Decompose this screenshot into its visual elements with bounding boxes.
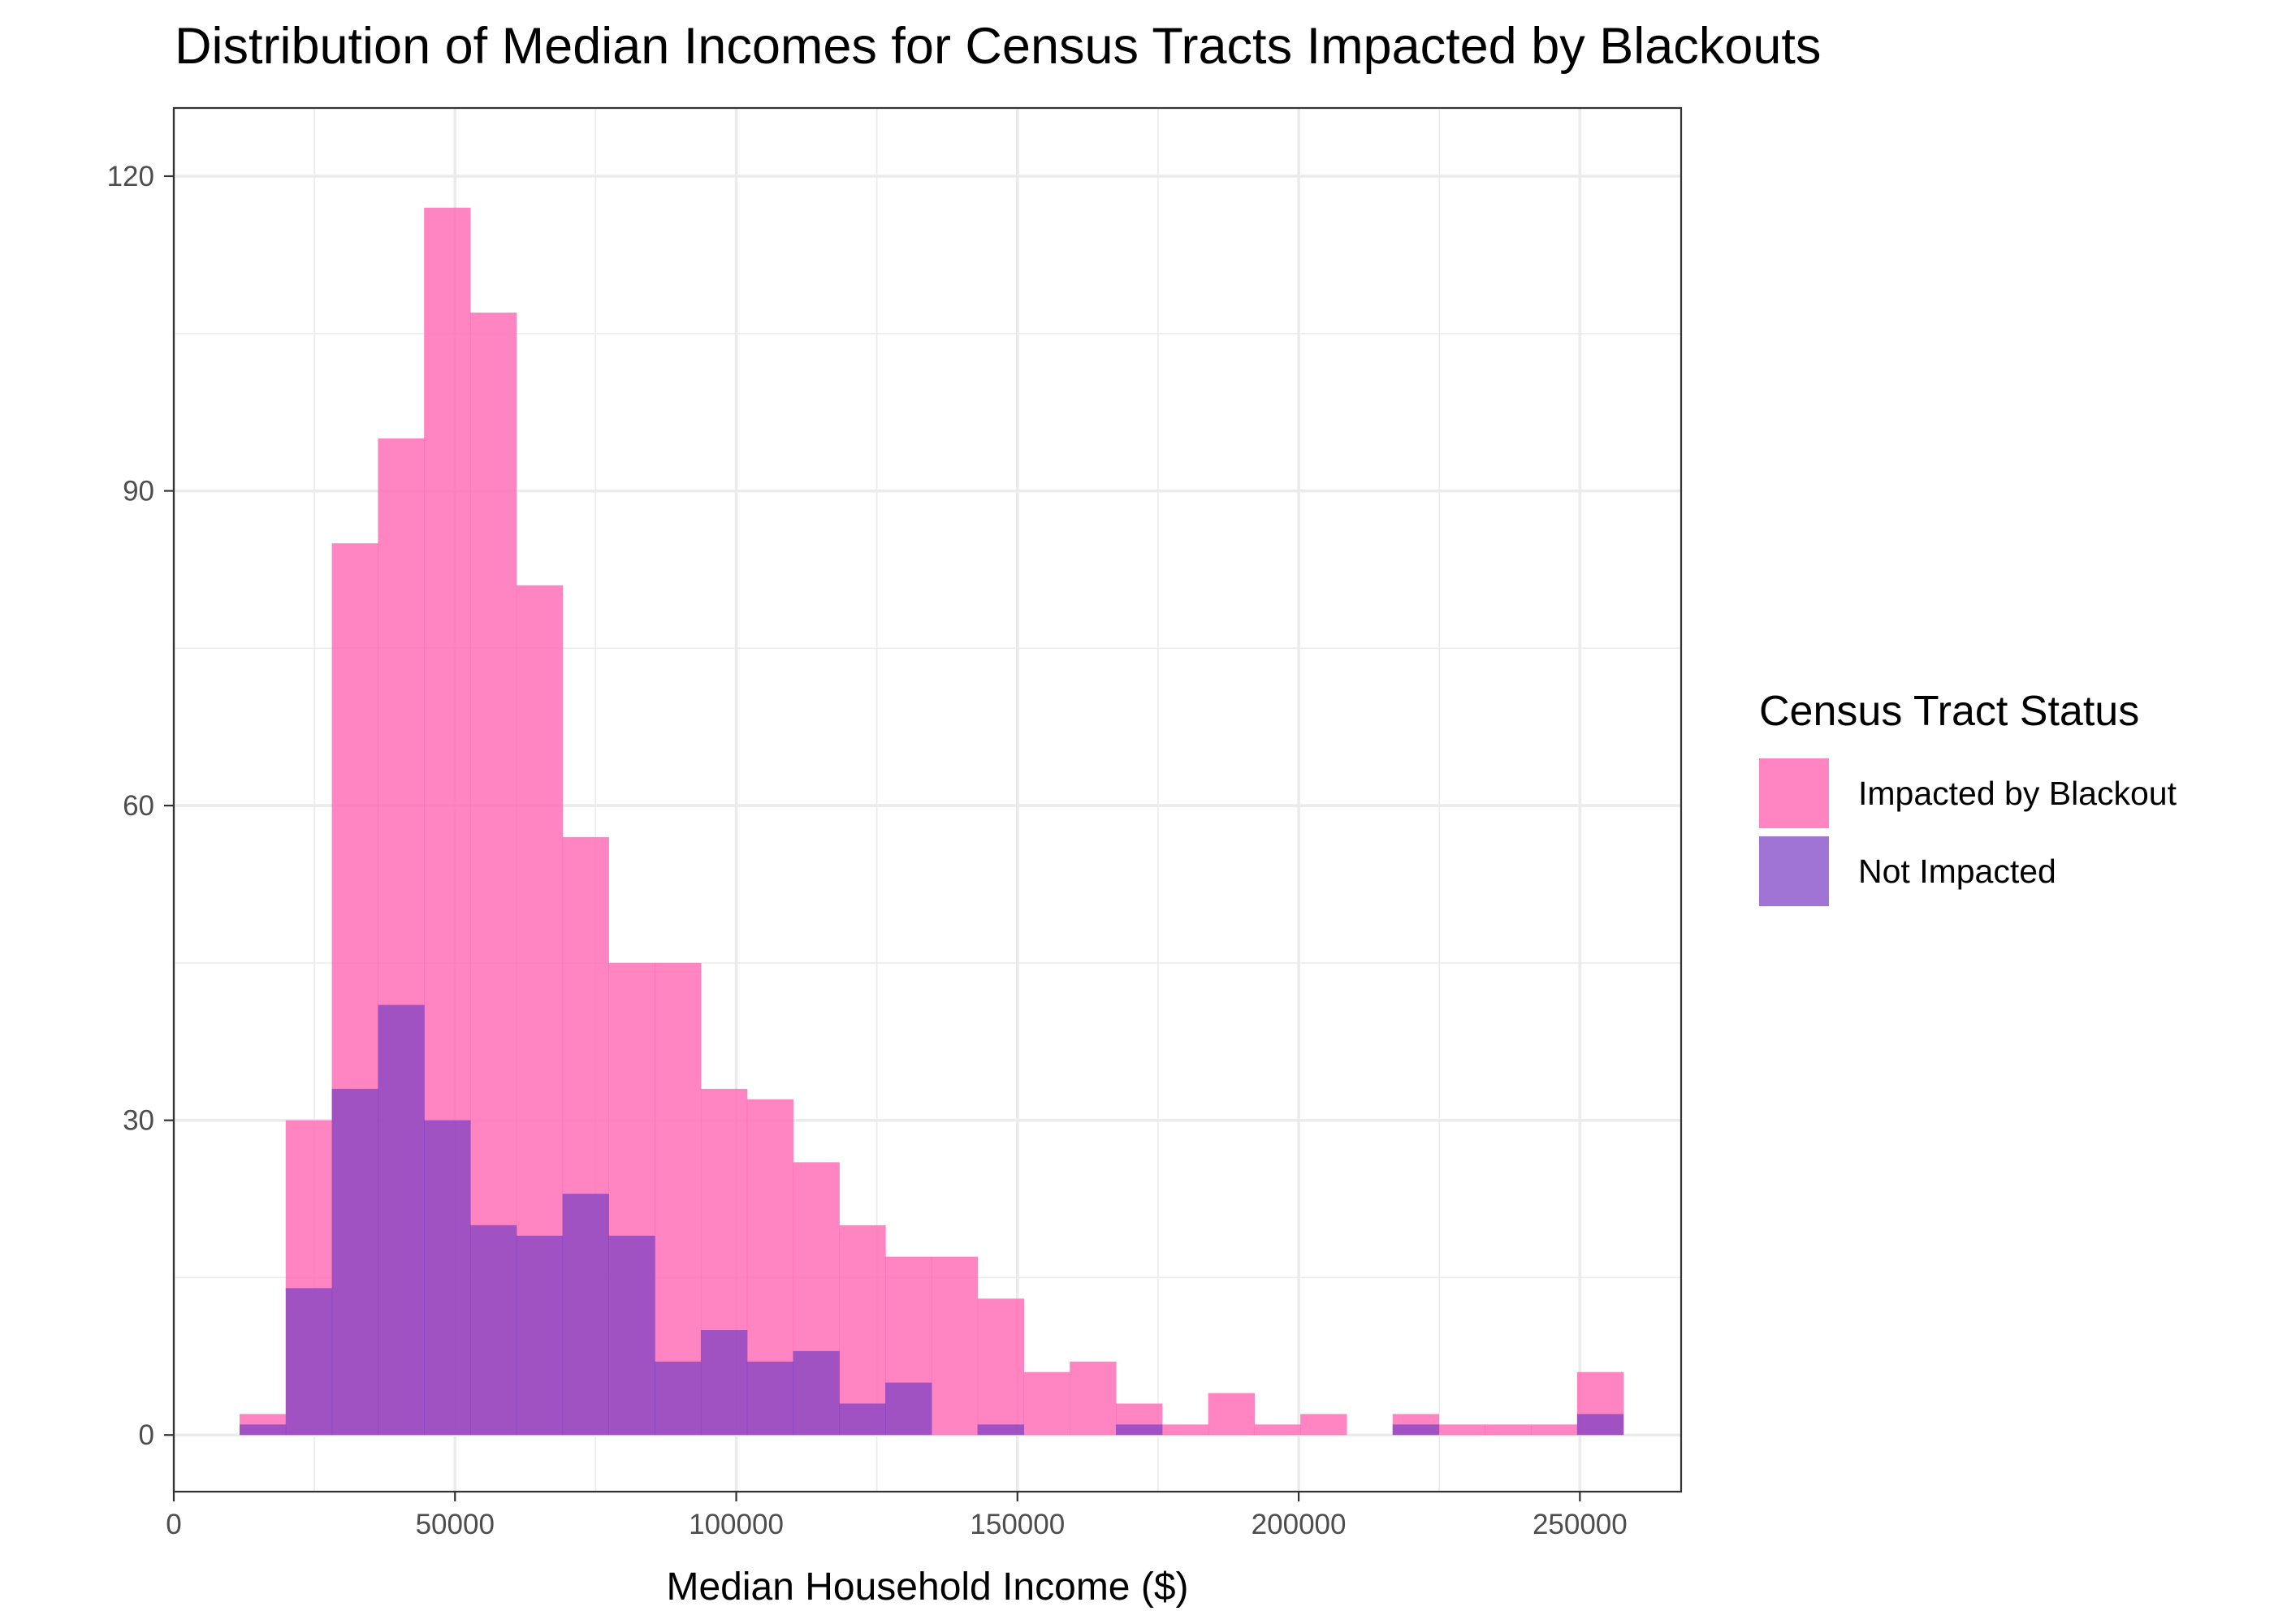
- x-tick-label: 0: [166, 1509, 181, 1540]
- bar-not-impacted-10: [700, 1330, 748, 1436]
- x-tick-label: 250000: [1533, 1509, 1628, 1540]
- legend-key: [1759, 836, 1829, 906]
- x-tick-label: 150000: [970, 1509, 1065, 1540]
- x-tick-label: 200000: [1252, 1509, 1347, 1540]
- bar-not-impacted-7: [562, 1194, 609, 1436]
- bar-impacted-28: [1531, 1424, 1578, 1436]
- legend-key: [1759, 758, 1829, 828]
- bar-impacted-23: [1300, 1414, 1347, 1436]
- y-axis: 0 30 60 90 120: [107, 161, 174, 1451]
- bar-not-impacted-9: [655, 1361, 702, 1436]
- bar-not-impacted-16: [977, 1424, 1025, 1436]
- bar-not-impacted-29: [1576, 1414, 1624, 1436]
- bar-impacted-9: [655, 962, 702, 1436]
- bar-impacted-13: [839, 1224, 886, 1436]
- bar-not-impacted-11: [746, 1361, 794, 1436]
- plot-panel-border: [172, 106, 1683, 1493]
- bar-impacted-15: [931, 1256, 979, 1436]
- bar-not-impacted-8: [608, 1235, 655, 1436]
- y-tick-label: 0: [139, 1419, 154, 1451]
- legend-title: Census Tract Status: [1759, 688, 2139, 735]
- bar-impacted-17: [1023, 1371, 1070, 1436]
- bar-impacted-18: [1070, 1361, 1117, 1436]
- bar-impacted-27: [1485, 1424, 1532, 1436]
- bar-not-impacted-25: [1392, 1424, 1440, 1436]
- bar-impacted-21: [1208, 1393, 1255, 1436]
- bar-not-impacted-3: [378, 1004, 425, 1436]
- legend: Census Tract Status Impacted by Blackout…: [1759, 688, 2177, 906]
- y-tick-label: 30: [123, 1105, 154, 1137]
- bar-not-impacted-5: [469, 1224, 517, 1436]
- chart-title: Distribution of Median Incomes for Censu…: [175, 18, 1821, 75]
- bar-impacted-26: [1438, 1424, 1485, 1436]
- legend-item-impacted: Impacted by Blackout: [1759, 758, 2177, 828]
- bar-not-impacted-14: [885, 1382, 932, 1436]
- bar-not-impacted-1: [285, 1288, 333, 1436]
- x-tick-label: 100000: [689, 1509, 784, 1540]
- y-tick-label: 90: [123, 476, 154, 508]
- legend-item-not-impacted: Not Impacted: [1759, 836, 2056, 906]
- bar-not-impacted-12: [793, 1350, 840, 1436]
- x-tick-label: 50000: [416, 1509, 495, 1540]
- bar-not-impacted-13: [839, 1403, 886, 1436]
- x-axis-title: Median Household Income ($): [666, 1566, 1188, 1609]
- bar-not-impacted-6: [516, 1235, 564, 1436]
- bar-not-impacted-2: [331, 1088, 378, 1436]
- series-not-impacted-bars: [240, 1004, 1624, 1436]
- bar-not-impacted-0: [240, 1424, 287, 1436]
- y-tick-label: 60: [123, 790, 154, 822]
- legend-label: Not Impacted: [1858, 853, 2056, 890]
- bar-impacted-16: [977, 1298, 1025, 1436]
- y-tick-label: 120: [107, 161, 154, 192]
- legend-label: Impacted by Blackout: [1858, 775, 2177, 812]
- x-axis: 0 50000 100000 150000 200000 250000: [166, 1492, 1628, 1540]
- bar-not-impacted-4: [424, 1120, 471, 1436]
- bar-not-impacted-19: [1116, 1424, 1163, 1436]
- bar-impacted-22: [1254, 1424, 1301, 1436]
- bar-impacted-20: [1161, 1424, 1209, 1436]
